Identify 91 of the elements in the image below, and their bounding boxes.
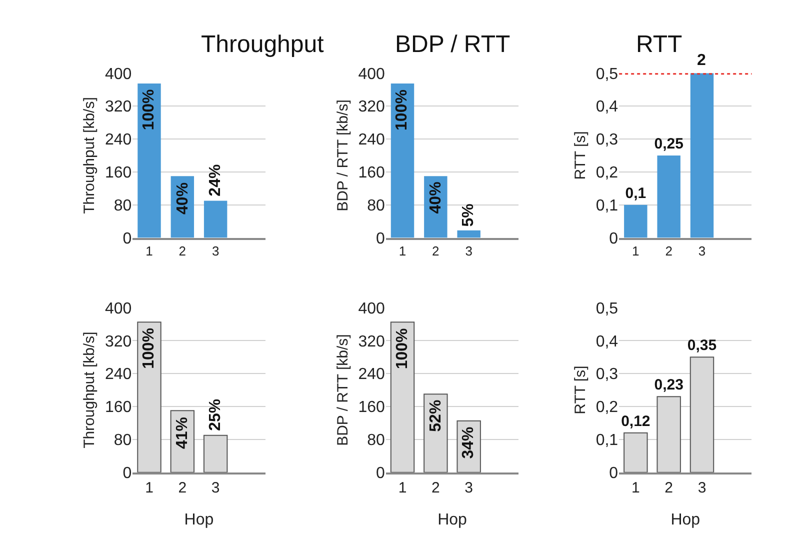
y-tick-label: 0,3 (596, 132, 618, 149)
y-tick-label: 320 (358, 98, 386, 116)
annotation: 25% (207, 398, 224, 431)
y-tick-label: 0,1 (596, 432, 618, 450)
x-tick-label: 2 (178, 243, 186, 258)
y-tick-label: 80 (367, 432, 386, 450)
y-tick-label: 0 (122, 230, 132, 248)
data-label: 0,1 (625, 184, 646, 202)
bar (138, 83, 161, 238)
y-tick-label: 80 (114, 432, 132, 450)
data-label: 0,23 (654, 376, 684, 394)
x-tick-label: 3 (698, 243, 706, 258)
annotation: 100% (140, 328, 158, 369)
x-tick-label: 1 (631, 479, 640, 496)
data-label: 0,12 (621, 412, 650, 430)
y-tick-label: 160 (358, 399, 386, 416)
y-tick-label: 400 (104, 66, 132, 83)
data-label: 0,35 (687, 337, 717, 354)
annotation: 100% (394, 328, 411, 370)
y-tick-label: 0,4 (596, 333, 618, 350)
annotation: 100% (394, 90, 411, 130)
bar (690, 73, 714, 238)
y-tick-label: 160 (104, 164, 132, 182)
x-tick-label: 3 (465, 243, 472, 258)
x-tick-label: 2 (432, 479, 440, 496)
y-tick-label: 0,1 (596, 197, 618, 214)
annotation: 2 (697, 52, 706, 69)
y-tick-label: 0 (376, 230, 386, 248)
x-tick-label: 3 (464, 479, 473, 496)
y-tick-label: 0,2 (596, 164, 618, 182)
y-tick-label: 80 (367, 197, 386, 214)
y-tick-label: 0 (122, 464, 132, 482)
x-tick-label: 1 (398, 243, 406, 258)
y-axis-title: RTT [s] (572, 366, 590, 414)
y-axis-title: RTT [s] (572, 131, 590, 180)
x-tick-label: 1 (146, 243, 153, 258)
annotation: 24% (206, 164, 224, 196)
annotation: 52% (428, 400, 444, 432)
y-tick-label: 400 (358, 300, 386, 318)
x-tick-label: 3 (212, 243, 220, 258)
x-axis-title: Hop (184, 512, 214, 529)
bar (657, 155, 680, 238)
y-tick-label: 240 (358, 132, 386, 149)
y-axis-title: BDP / RTT [kb/s] (334, 100, 352, 212)
x-tick-label: 1 (398, 479, 407, 496)
x-tick-label: 2 (664, 479, 673, 496)
chart-title: BDP / RTT (395, 31, 510, 58)
annotation: 41% (174, 417, 191, 450)
y-axis-title: Throughput [kb/s] (81, 332, 98, 448)
y-tick-label: 0 (609, 464, 618, 482)
annotation: 5% (460, 204, 477, 227)
y-tick-label: 240 (104, 366, 132, 384)
annotation: 34% (460, 426, 477, 459)
y-tick-label: 0,3 (596, 366, 618, 384)
y-tick-label: 0,5 (596, 300, 618, 318)
y-tick-label: 0 (609, 230, 618, 248)
y-tick-label: 0,5 (596, 66, 618, 83)
y-tick-label: 320 (104, 98, 132, 116)
x-tick-label: 3 (211, 479, 220, 496)
x-tick-label: 1 (632, 243, 640, 258)
y-tick-label: 400 (358, 66, 386, 83)
y-tick-label: 0,2 (596, 399, 618, 416)
annotation: 100% (140, 89, 158, 130)
y-tick-label: 320 (104, 333, 132, 350)
x-tick-label: 2 (432, 243, 440, 258)
x-tick-label: 2 (665, 243, 672, 258)
chart-title: RTT (636, 31, 683, 58)
annotation: 40% (174, 182, 192, 214)
y-tick-label: 160 (104, 399, 132, 416)
x-tick-label: 3 (698, 479, 706, 496)
y-tick-label: 160 (358, 164, 386, 182)
x-tick-label: 2 (178, 479, 187, 496)
bar (624, 204, 648, 238)
y-tick-label: 240 (104, 132, 132, 149)
bar (390, 83, 414, 238)
y-tick-label: 320 (358, 333, 386, 350)
y-tick-label: 0 (376, 464, 386, 482)
bar (457, 230, 480, 238)
y-tick-label: 80 (114, 197, 132, 214)
y-tick-label: 0,4 (596, 98, 618, 116)
x-axis-title: Hop (438, 512, 468, 529)
y-axis-title: Throughput [kb/s] (81, 97, 98, 214)
y-axis-title: BDP / RTT [kb/s] (334, 334, 352, 446)
bar (204, 200, 228, 238)
annotation: 40% (428, 182, 445, 214)
chart-title: Throughput (201, 31, 324, 58)
y-tick-label: 240 (358, 366, 386, 384)
y-tick-label: 400 (104, 300, 132, 318)
data-label: 0,25 (654, 135, 684, 152)
x-tick-label: 1 (145, 479, 154, 496)
x-axis-title: Hop (670, 512, 700, 529)
